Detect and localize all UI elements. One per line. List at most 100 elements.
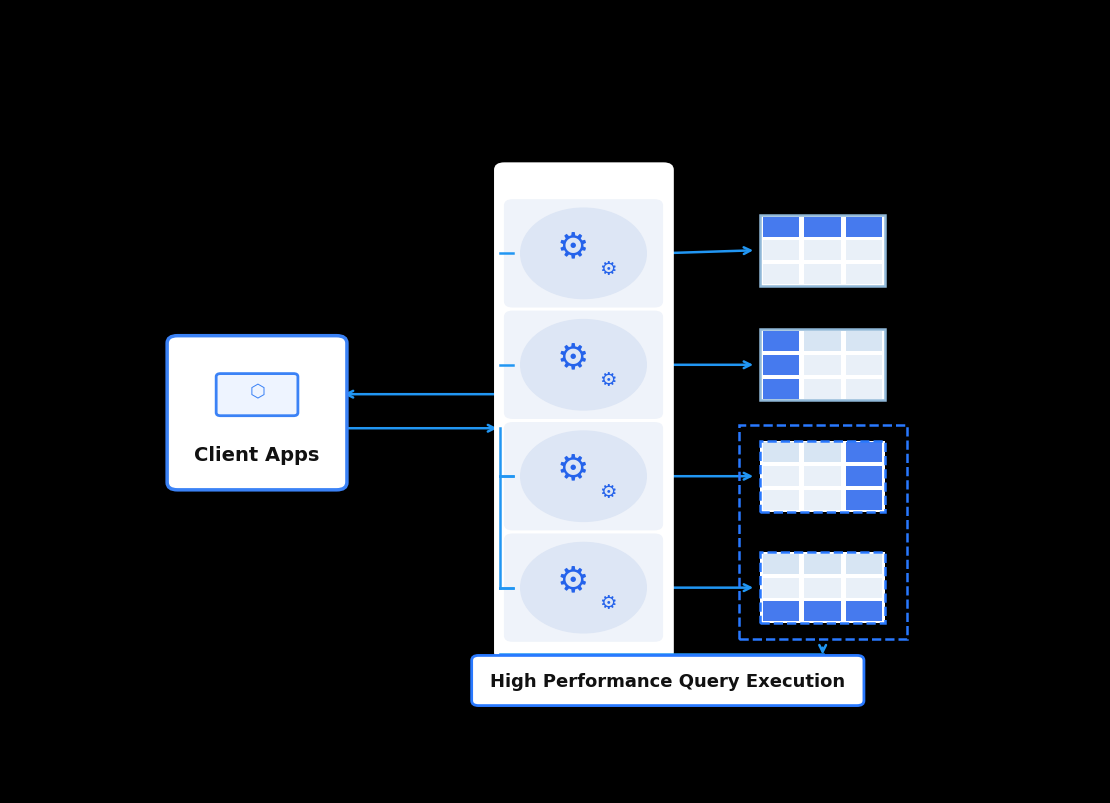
Bar: [388, 402, 990, 403]
Text: ⚙: ⚙: [557, 341, 589, 375]
Bar: [760, 215, 885, 287]
Bar: [388, 278, 990, 279]
Bar: [388, 413, 990, 414]
Bar: [388, 576, 990, 577]
Bar: [388, 140, 990, 141]
Bar: [763, 443, 799, 463]
Bar: [805, 332, 841, 352]
Circle shape: [521, 543, 646, 633]
Bar: [388, 572, 990, 574]
Bar: [388, 452, 990, 454]
Bar: [760, 552, 885, 623]
Bar: [760, 552, 885, 623]
Bar: [763, 332, 799, 352]
Text: ⚙: ⚙: [557, 230, 589, 263]
Bar: [388, 479, 990, 480]
Bar: [388, 653, 990, 654]
Bar: [388, 131, 990, 132]
Bar: [388, 640, 990, 642]
Bar: [388, 525, 990, 527]
Bar: [388, 631, 990, 633]
Bar: [388, 396, 990, 398]
Bar: [388, 608, 990, 609]
Bar: [388, 618, 990, 621]
Bar: [388, 263, 990, 265]
Text: ⬡: ⬡: [249, 383, 265, 401]
Bar: [388, 214, 990, 215]
Bar: [388, 630, 990, 631]
Bar: [388, 355, 990, 357]
Bar: [388, 339, 990, 340]
Bar: [388, 336, 990, 337]
Bar: [388, 344, 990, 346]
Bar: [388, 389, 990, 391]
Bar: [388, 649, 990, 651]
Bar: [388, 137, 990, 138]
Bar: [388, 385, 990, 387]
Bar: [388, 507, 990, 509]
Bar: [388, 279, 990, 282]
Bar: [388, 642, 990, 644]
Bar: [805, 356, 841, 375]
Bar: [388, 398, 990, 400]
Bar: [388, 567, 990, 569]
Bar: [388, 496, 990, 499]
Bar: [388, 368, 990, 369]
Bar: [388, 518, 990, 520]
Bar: [388, 615, 990, 617]
Bar: [388, 176, 990, 177]
Bar: [388, 660, 990, 662]
Bar: [388, 291, 990, 292]
Bar: [388, 349, 990, 352]
Bar: [388, 296, 990, 298]
Bar: [388, 305, 990, 307]
FancyBboxPatch shape: [216, 374, 297, 416]
Bar: [805, 379, 841, 399]
Bar: [388, 129, 990, 131]
Bar: [388, 434, 990, 436]
Bar: [388, 262, 990, 263]
Bar: [388, 259, 990, 260]
Bar: [388, 292, 990, 294]
Bar: [388, 609, 990, 611]
Bar: [388, 321, 990, 323]
Bar: [388, 484, 990, 486]
Bar: [388, 430, 990, 432]
Bar: [388, 654, 990, 656]
Bar: [388, 441, 990, 443]
Bar: [388, 554, 990, 556]
Bar: [388, 445, 990, 446]
Bar: [388, 490, 990, 491]
Bar: [760, 330, 885, 401]
Bar: [846, 265, 882, 284]
Bar: [763, 601, 799, 622]
Bar: [805, 491, 841, 511]
Bar: [388, 581, 990, 583]
Bar: [846, 241, 882, 261]
Bar: [388, 556, 990, 557]
Bar: [388, 662, 990, 663]
Bar: [388, 602, 990, 604]
Bar: [388, 179, 990, 181]
Bar: [388, 255, 990, 256]
Bar: [388, 550, 990, 552]
Bar: [388, 271, 990, 272]
Bar: [388, 422, 990, 423]
Bar: [388, 161, 990, 163]
Bar: [388, 647, 990, 649]
Bar: [388, 493, 990, 495]
Bar: [388, 217, 990, 218]
Bar: [388, 283, 990, 285]
Bar: [388, 348, 990, 349]
Bar: [760, 441, 885, 512]
Bar: [763, 356, 799, 375]
Bar: [388, 221, 990, 222]
Bar: [388, 633, 990, 634]
Text: ⚙: ⚙: [598, 482, 616, 501]
Bar: [388, 590, 990, 592]
Bar: [388, 499, 990, 500]
Bar: [763, 265, 799, 284]
Bar: [388, 637, 990, 638]
Bar: [388, 330, 990, 332]
Bar: [388, 181, 990, 183]
